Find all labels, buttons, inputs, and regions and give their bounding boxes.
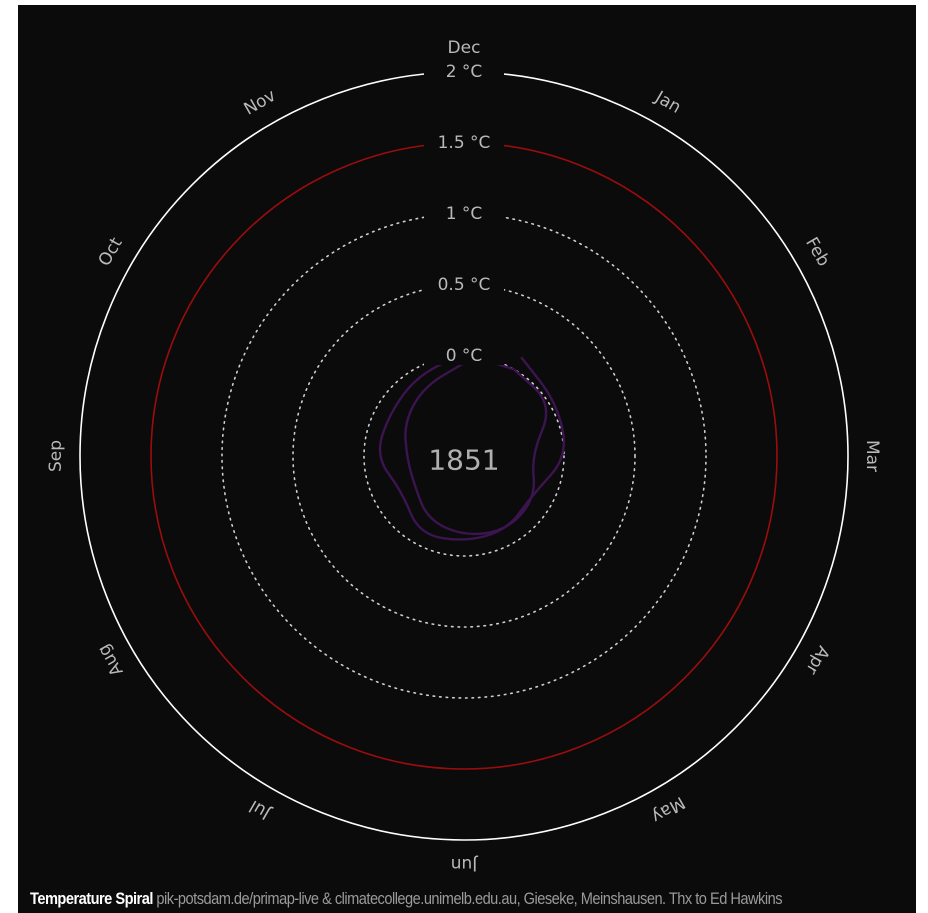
ring-label-backing xyxy=(424,59,504,81)
month-label-apr: Apr xyxy=(801,642,833,677)
month-label-mar: Mar xyxy=(862,440,882,472)
year-label: 1851 xyxy=(428,444,499,477)
spiral-lines xyxy=(378,356,566,541)
month-label-sep: Sep xyxy=(46,440,66,472)
ring-labels: 0 °C 0.5 °C 1 °C 1.5 °C 2 °C xyxy=(424,59,504,366)
ring-label-0: 0 °C xyxy=(446,346,483,366)
ring-label-0-5: 0.5 °C xyxy=(438,275,491,295)
ring-0-c xyxy=(363,355,565,557)
month-label-feb: Feb xyxy=(801,234,833,270)
month-label-oct: Oct xyxy=(95,234,127,270)
chart-panel: 0 °C 0.5 °C 1 °C 1.5 °C 2 °C Jan Feb Mar Apr May… xyxy=(18,5,916,913)
ring-label-backing xyxy=(424,201,504,223)
spiral-year-1851 xyxy=(404,362,548,536)
ring-label-1: 1 °C xyxy=(446,204,483,224)
temperature-spiral-chart: 0 °C 0.5 °C 1 °C 1.5 °C 2 °C Jan Feb Mar Apr May… xyxy=(46,38,882,874)
ring-1-c xyxy=(221,213,707,699)
month-label-aug: Aug xyxy=(94,641,128,680)
spiral-year-1850 xyxy=(378,356,566,541)
month-label-nov: Nov xyxy=(241,86,280,120)
footer-credit: pik-potsdam.de/primap-live & climatecoll… xyxy=(156,889,783,908)
ring-label-2: 2 °C xyxy=(446,62,483,82)
month-label-may: May xyxy=(648,792,688,827)
ring-label-1-5: 1.5 °C xyxy=(438,133,491,153)
month-label-dec: Dec xyxy=(448,38,481,58)
footer-title: Temperature Spiral xyxy=(30,889,153,908)
ring-label-backing xyxy=(424,343,504,365)
month-label-jul: Jul xyxy=(246,796,275,824)
footer: Temperature Spiral pik-potsdam.de/primap… xyxy=(30,887,795,911)
ring-label-backing xyxy=(424,130,504,152)
month-label-jan: Jan xyxy=(651,87,685,118)
month-label-jun: Jun xyxy=(451,854,479,874)
ring-label-backing xyxy=(424,272,504,294)
